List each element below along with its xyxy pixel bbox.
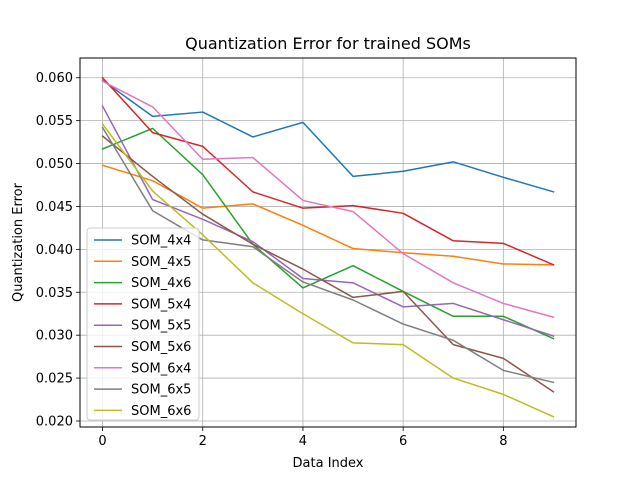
y-tick-label: 0.020: [36, 414, 73, 429]
legend-label: SOM_6x4: [131, 361, 191, 376]
series-lines: [101, 76, 555, 418]
y-tick-label: 0.035: [36, 286, 73, 301]
chart-title: Quantization Error for trained SOMs: [185, 34, 471, 53]
axis-ticks: 0 2 4 6 8 0.020 0.025 0.030 0.035 0.040 0.045 0.050…: [36, 71, 508, 449]
legend-label: SOM_4x4: [131, 234, 191, 249]
legend-box: [86, 227, 200, 421]
x-tick-label: 2: [199, 434, 207, 449]
series-line-som-4x4: [101, 79, 555, 193]
series-line-som-6x6: [101, 123, 555, 418]
y-tick-label: 0.050: [36, 157, 73, 172]
y-tick-label: 0.055: [36, 114, 73, 129]
y-tick-label: 0.040: [36, 243, 73, 258]
series-line-som-6x4: [101, 80, 555, 319]
y-tick-label: 0.060: [36, 71, 73, 86]
series-line-som-5x6: [101, 135, 555, 393]
y-tick-label: 0.030: [36, 329, 73, 344]
legend: SOM_4x4 SOM_4x5 SOM_4x6 SOM_5x4 SOM_5x5 SOM_5…: [86, 227, 200, 421]
legend-label: SOM_5x5: [131, 319, 191, 334]
legend-label: SOM_5x6: [131, 340, 191, 355]
y-tick-label: 0.025: [36, 372, 73, 387]
legend-label: SOM_5x4: [131, 297, 191, 312]
legend-label: SOM_4x5: [131, 255, 191, 270]
series-line-som-5x4: [101, 76, 555, 266]
legend-label: SOM_6x5: [131, 383, 191, 398]
series-line-som-6x5: [101, 126, 555, 384]
x-tick-label: 8: [499, 434, 507, 449]
y-axis-label: Quantization Error: [11, 182, 26, 302]
x-tick-label: 0: [98, 434, 106, 449]
series-line-som-5x5: [101, 105, 555, 337]
x-tick-label: 6: [399, 434, 407, 449]
series-line-som-4x6: [101, 127, 555, 340]
legend-label: SOM_4x6: [131, 276, 191, 291]
y-tick-label: 0.045: [36, 200, 73, 215]
x-axis-label: Data Index: [293, 456, 364, 471]
plot-frame: [79, 57, 577, 428]
x-tick-label: 4: [299, 434, 307, 449]
legend-label: SOM_6x6: [131, 404, 191, 419]
